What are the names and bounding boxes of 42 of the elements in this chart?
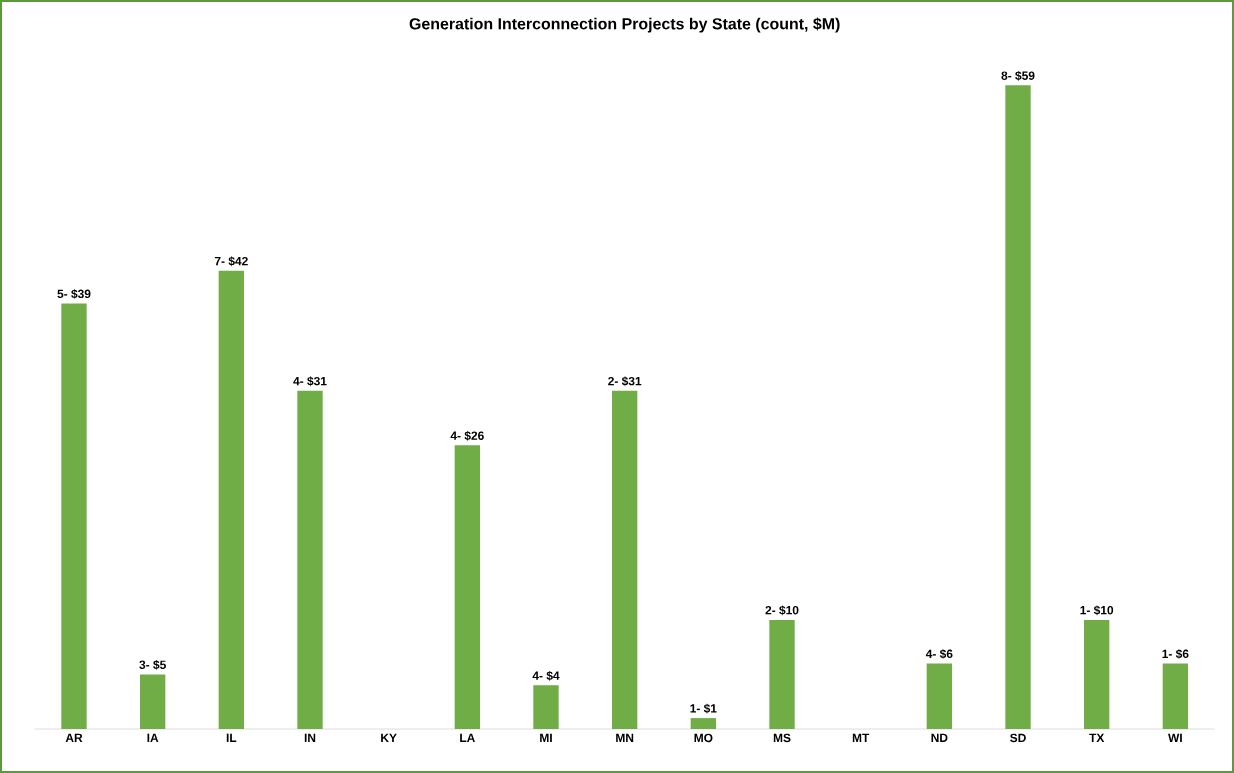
bar bbox=[1162, 663, 1189, 729]
data-label: 3- $5 bbox=[139, 660, 166, 670]
data-label: 1- $6 bbox=[1162, 649, 1189, 659]
data-label: 7- $42 bbox=[214, 256, 248, 267]
bar bbox=[218, 270, 244, 729]
bar bbox=[1005, 85, 1031, 729]
x-tick-label: TX bbox=[1089, 733, 1105, 742]
x-tick-label: MI bbox=[540, 733, 552, 742]
x-tick-label: KY bbox=[381, 733, 397, 742]
chart-title: Generation Interconnection Projects by State (count, $M) bbox=[409, 17, 840, 33]
x-tick-label: MT bbox=[852, 733, 870, 742]
bar bbox=[612, 390, 638, 729]
data-label: 4- $26 bbox=[450, 430, 484, 441]
x-tick-label: WI bbox=[1168, 733, 1182, 742]
bar bbox=[140, 674, 166, 729]
bar bbox=[769, 619, 795, 729]
x-tick-label: MN bbox=[616, 733, 634, 742]
x-tick-label: MS bbox=[773, 733, 791, 743]
data-label: 8- $59 bbox=[1001, 70, 1035, 81]
x-tick-label: SD bbox=[1010, 733, 1026, 743]
data-label: 4- $31 bbox=[293, 376, 327, 387]
x-tick-label: IL bbox=[226, 733, 237, 742]
x-tick-label: IA bbox=[147, 733, 159, 742]
bar bbox=[1084, 619, 1110, 729]
bar bbox=[533, 685, 559, 729]
data-label: 4- $4 bbox=[532, 670, 560, 681]
bar bbox=[926, 663, 953, 729]
data-label: 1- $1 bbox=[690, 703, 717, 714]
data-label: 2- $31 bbox=[608, 376, 642, 387]
data-label: 5- $39 bbox=[57, 289, 91, 299]
x-tick-label: IN bbox=[304, 733, 316, 742]
data-label: 4- $6 bbox=[925, 649, 953, 659]
data-label: 2- $10 bbox=[765, 605, 799, 616]
x-tick-label: MO bbox=[694, 733, 713, 743]
bar bbox=[454, 445, 481, 729]
bar bbox=[690, 718, 717, 729]
bar bbox=[297, 390, 323, 729]
x-tick-label: LA bbox=[460, 733, 475, 742]
data-label: 1- $10 bbox=[1080, 605, 1114, 616]
bar bbox=[61, 303, 87, 729]
x-tick-label: ND bbox=[931, 733, 948, 742]
x-tick-label: AR bbox=[65, 733, 83, 742]
